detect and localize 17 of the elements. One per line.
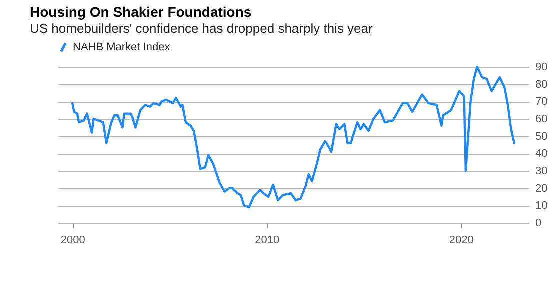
line-series — [72, 66, 516, 208]
y-tick-label: 50 — [536, 130, 548, 143]
y-tick-label: 80 — [536, 78, 548, 91]
y-tick-label: 70 — [536, 96, 548, 108]
x-tick-label: 2000 — [60, 234, 86, 246]
y-tick-label: 40 — [536, 148, 548, 160]
legend-label: NAHB Market Index — [73, 42, 171, 54]
y-tick-label: 20 — [536, 182, 548, 195]
y-tick-label: 10 — [536, 200, 548, 212]
y-tick-label: 30 — [536, 166, 548, 178]
chart-title: Housing On Shakier Foundations — [30, 4, 252, 20]
y-tick-label: 0 — [536, 218, 542, 230]
y-tick-label: 60 — [536, 114, 548, 126]
chart-subtitle: US homebuilders' confidence has dropped sharply this year — [30, 21, 374, 36]
x-tick-label: 2010 — [255, 234, 280, 246]
x-tick-label: 2020 — [449, 234, 474, 246]
y-tick-label: 90 — [536, 62, 548, 74]
